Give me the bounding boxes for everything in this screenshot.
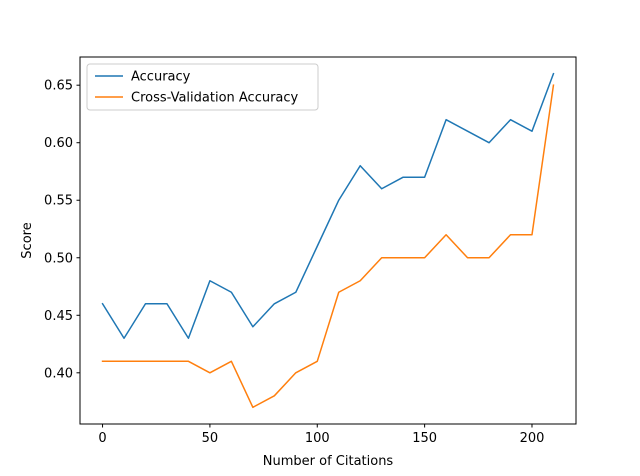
y-tick-label: 0.40: [44, 366, 73, 381]
y-tick-label: 0.55: [44, 194, 73, 209]
x-tick-label: 50: [202, 431, 219, 446]
y-tick-label: 0.65: [44, 79, 73, 94]
series-line-2: [101, 84, 555, 409]
x-tick-label: 200: [520, 431, 545, 446]
axes-frame: [79, 56, 577, 425]
y-tick-label: 0.60: [44, 136, 73, 151]
y-axis-label: Score: [20, 222, 35, 258]
y-tick-label: 0.50: [44, 251, 73, 266]
x-axis-label: Number of Citations: [263, 454, 394, 469]
y-axis: 0.40 0.45 0.50 0.55 0.60 0.65: [44, 79, 80, 381]
plot-area: [101, 72, 555, 409]
x-tick-label: 150: [412, 431, 437, 446]
legend: Accuracy Cross-Validation Accuracy: [86, 63, 319, 111]
series-line-1: [101, 72, 555, 340]
x-tick-label: 100: [305, 431, 330, 446]
legend-label-2: Cross-Validation Accuracy: [131, 91, 299, 106]
legend-box: [86, 63, 319, 111]
y-tick-label: 0.45: [44, 309, 73, 324]
x-axis: 0 50 100 150 200: [98, 424, 544, 446]
x-tick-label: 0: [98, 431, 106, 446]
legend-label-1: Accuracy: [131, 70, 191, 85]
